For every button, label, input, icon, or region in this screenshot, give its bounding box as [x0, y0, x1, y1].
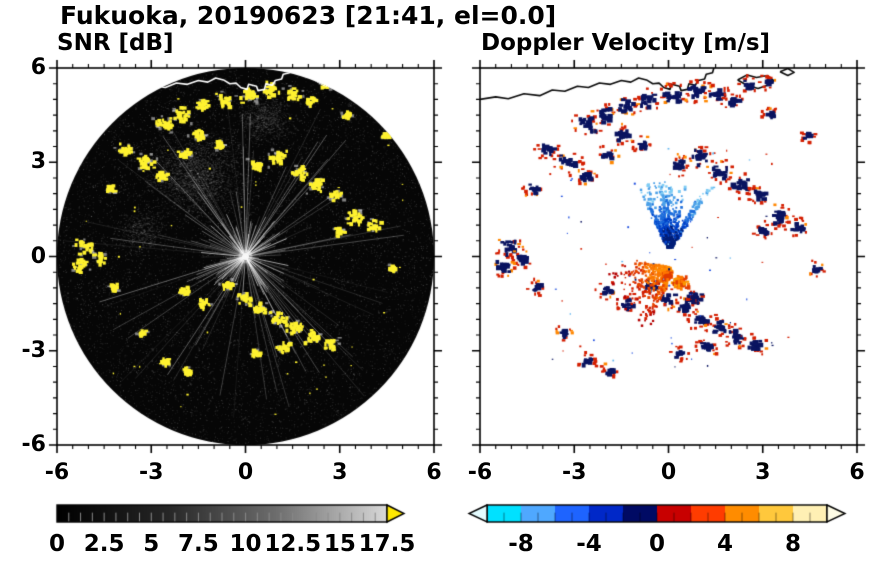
doppler-x-tick-label: -3 [562, 460, 587, 485]
snr-y-tick-label: 6 [30, 55, 46, 80]
snr-x-tick-label: 6 [426, 460, 442, 485]
doppler-panel-title: Doppler Velocity [m/s] [481, 30, 771, 56]
snr-y-tick-label: 3 [30, 149, 46, 175]
snr-x-tick-label: -3 [139, 460, 164, 485]
snr-ppi-canvas [44, 55, 447, 458]
snr-colorbar-canvas [45, 498, 417, 562]
doppler-x-tick-label: 6 [849, 460, 865, 485]
doppler-x-tick-label: 3 [755, 460, 771, 485]
doppler-x-tick-label: 0 [660, 460, 677, 485]
snr-y-tick-label: 0 [30, 243, 46, 269]
snr-panel-title: SNR [dB] [57, 30, 174, 56]
doppler-colorbar-canvas [463, 498, 859, 562]
snr-x-tick-label: 0 [237, 460, 254, 485]
figure-title: Fukuoka, 20190623 [21:41, el=0.0] [60, 1, 557, 30]
snr-x-tick-label: 3 [332, 460, 348, 485]
snr-x-tick-label: -6 [44, 460, 70, 485]
snr-y-tick-label: -3 [21, 337, 46, 363]
doppler-x-tick-label: -6 [467, 460, 493, 485]
doppler-ppi-canvas [467, 55, 870, 458]
snr-y-tick-label: -6 [21, 432, 46, 457]
